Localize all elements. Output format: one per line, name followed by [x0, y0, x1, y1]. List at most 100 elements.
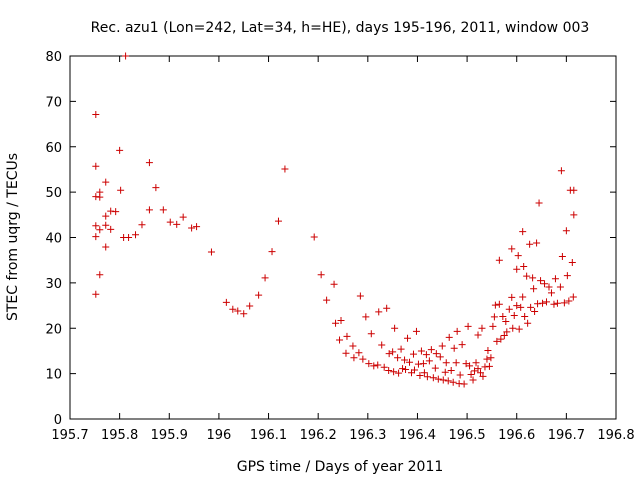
- data-point-marker: [483, 355, 491, 363]
- data-point-marker: [513, 302, 521, 310]
- data-point-marker: [102, 178, 110, 186]
- axis-ticks: [69, 55, 617, 420]
- data-point-marker: [497, 335, 505, 343]
- y-tick-label: 80: [45, 50, 62, 65]
- data-point-marker: [397, 345, 405, 353]
- x-tick-label: 196.7: [548, 428, 585, 443]
- data-point-marker: [401, 356, 409, 364]
- data-point-marker: [537, 277, 545, 285]
- data-point-marker: [429, 374, 437, 382]
- data-point-marker: [274, 217, 282, 225]
- data-point-marker: [515, 325, 523, 333]
- data-point-marker: [349, 342, 357, 350]
- data-point-marker: [460, 380, 468, 388]
- data-point-marker: [508, 293, 516, 301]
- data-point-marker: [523, 272, 531, 280]
- data-point-marker: [152, 184, 160, 192]
- data-point-marker: [499, 312, 507, 320]
- data-point-marker: [478, 324, 486, 332]
- data-point-marker: [356, 292, 364, 300]
- data-point-marker: [553, 299, 561, 307]
- data-point-marker: [469, 376, 477, 384]
- data-point-marker: [367, 330, 375, 338]
- data-point-marker: [570, 211, 578, 219]
- data-point-marker: [343, 332, 351, 340]
- data-point-marker: [370, 362, 378, 370]
- data-point-marker: [207, 248, 215, 256]
- x-tick-label: 196.1: [250, 428, 287, 443]
- data-point-marker: [412, 327, 420, 335]
- data-point-marker: [390, 368, 398, 376]
- data-point-marker: [395, 369, 403, 377]
- data-point-marker: [476, 369, 484, 377]
- data-point-marker: [503, 328, 511, 336]
- data-point-marker: [569, 293, 577, 301]
- data-point-marker: [558, 253, 566, 261]
- data-point-marker: [420, 369, 428, 377]
- data-point-marker: [467, 371, 475, 379]
- data-point-marker: [323, 296, 331, 304]
- data-point-marker: [374, 361, 382, 369]
- data-point-marker: [432, 350, 440, 358]
- data-point-marker: [431, 364, 439, 372]
- data-point-marker: [404, 334, 412, 342]
- data-point-marker: [434, 375, 442, 383]
- data-point-marker: [385, 350, 393, 358]
- data-point-marker: [422, 351, 430, 359]
- data-point-marker: [234, 307, 242, 315]
- data-point-marker: [519, 293, 527, 301]
- data-point-marker: [529, 274, 537, 282]
- x-tick-label: 195.8: [101, 428, 138, 443]
- data-point-marker: [487, 354, 495, 362]
- data-point-marker: [173, 220, 181, 228]
- data-points: [92, 52, 578, 388]
- data-point-marker: [378, 341, 386, 349]
- data-point-marker: [535, 199, 543, 207]
- data-point-marker: [365, 360, 373, 368]
- data-point-marker: [524, 319, 532, 327]
- x-tick-label: 195.7: [51, 428, 88, 443]
- data-point-marker: [560, 299, 568, 307]
- data-point-marker: [510, 312, 518, 320]
- data-point-marker: [281, 165, 289, 173]
- data-point-marker: [453, 327, 461, 335]
- y-axis-label: STEC from uqrg / TECUs: [5, 153, 21, 321]
- data-point-marker: [450, 344, 458, 352]
- data-point-marker: [116, 146, 124, 154]
- y-tick-label: 60: [45, 141, 62, 156]
- data-point-marker: [539, 299, 547, 307]
- y-tick-label: 10: [45, 368, 62, 383]
- data-point-marker: [419, 360, 427, 368]
- data-point-marker: [530, 285, 538, 293]
- data-point-marker: [425, 357, 433, 365]
- data-point-marker: [509, 324, 517, 332]
- data-point-marker: [399, 365, 407, 373]
- data-point-marker: [427, 346, 435, 354]
- data-point-marker: [545, 283, 553, 291]
- data-point-marker: [436, 353, 444, 361]
- data-point-marker: [336, 336, 344, 344]
- data-point-marker: [444, 377, 452, 385]
- data-point-marker: [310, 233, 318, 241]
- data-point-marker: [550, 300, 558, 308]
- data-point-marker: [255, 291, 263, 299]
- data-point-marker: [332, 319, 340, 327]
- data-point-marker: [449, 378, 457, 386]
- data-point-marker: [125, 234, 133, 241]
- data-point-marker: [491, 301, 499, 309]
- data-point-marker: [570, 186, 578, 194]
- data-point-marker: [240, 310, 248, 318]
- x-tick-label: 196.6: [498, 428, 535, 443]
- data-point-marker: [556, 283, 564, 291]
- data-point-marker: [410, 366, 418, 374]
- y-tick-label: 20: [45, 322, 62, 337]
- data-point-marker: [92, 233, 100, 241]
- data-point-marker: [438, 342, 446, 350]
- data-point-marker: [92, 111, 100, 119]
- data-point-marker: [417, 347, 425, 355]
- data-point-marker: [92, 162, 100, 170]
- data-point-marker: [484, 346, 492, 354]
- data-point-marker: [533, 239, 541, 247]
- data-point-marker: [458, 341, 466, 349]
